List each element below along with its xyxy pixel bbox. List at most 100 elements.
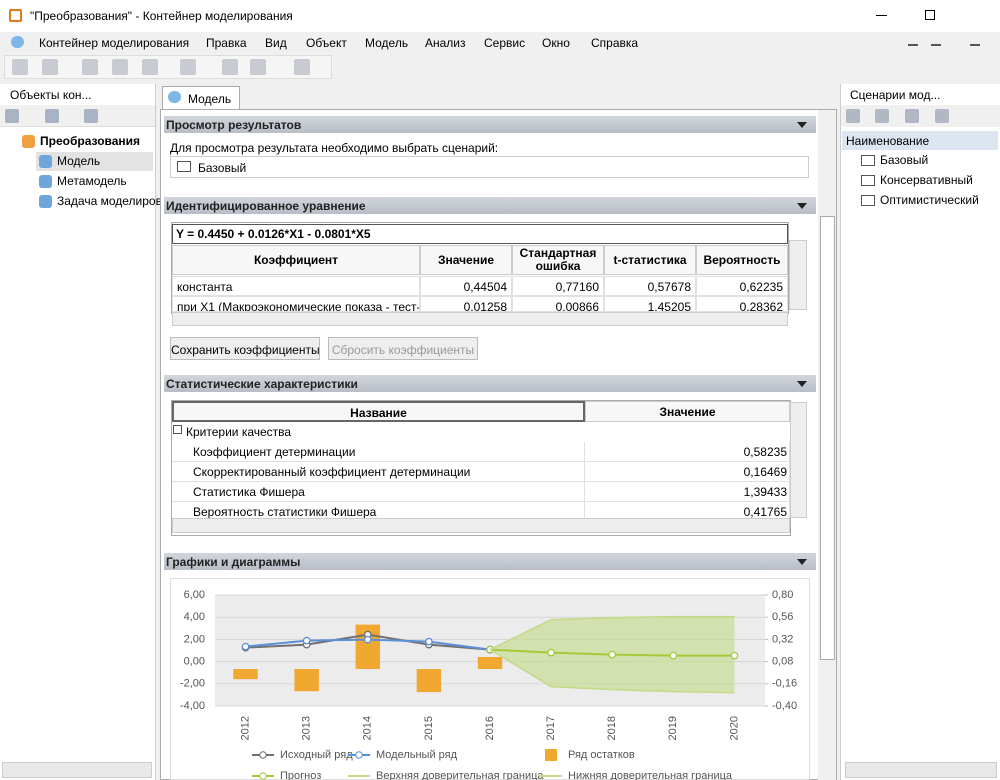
menu-item[interactable]: Объект [306,36,347,50]
toolbar-button[interactable] [250,59,266,75]
x-tick-label: 2014 [362,716,374,740]
y-tick-label: 2,00 [184,633,205,645]
menu-item[interactable]: Вид [265,36,287,50]
column-header: Значение [585,401,790,422]
bar [417,669,441,692]
combobox[interactable] [170,156,809,178]
point [548,649,554,655]
table-cell: Статистика Фишера [172,482,585,502]
y-tick-label: 4,00 [184,611,205,623]
menu-item[interactable]: Модель [365,36,408,50]
column-header: Название [172,401,585,422]
panel-tool[interactable] [846,109,860,123]
minimize-button[interactable] [876,15,887,16]
close-button[interactable] [966,4,986,26]
toolbar-button[interactable] [82,59,98,75]
item-icon [861,155,875,166]
menu-item[interactable]: Справка [591,36,638,50]
hint: Для просмотра результата необходимо выбр… [170,141,498,155]
toolbar-button[interactable] [222,59,238,75]
column-header: Наименование [842,131,998,150]
tree-icon [39,155,52,168]
column-header: Стандартная ошибка [512,245,604,275]
legend-label: Нижняя доверительная граница [568,770,733,780]
x-tick-label: 2020 [728,716,740,740]
menu-item[interactable]: Сервис [484,36,525,50]
mdi-button[interactable] [931,38,941,46]
maximize-button[interactable] [925,10,935,20]
y2-tick-label: -0,16 [772,678,797,690]
point [670,652,676,658]
panel-tool[interactable] [5,109,19,123]
point [426,638,432,644]
formula: Y = 0.4450 + 0.0126*X1 - 0.0801*X5 [176,227,371,241]
tree-item[interactable]: Метамодель [57,174,127,188]
left-panel [0,84,156,780]
column-header: t-статистика [604,245,696,275]
panel-tool[interactable] [935,109,949,123]
x-tick-label: 2016 [484,716,496,740]
app-icon [9,9,22,22]
legend-label: Верхняя доверительная граница [376,770,544,780]
list-item[interactable]: Оптимистический [880,193,979,207]
legend-marker [356,752,362,758]
table-cell: 0,77160 [512,276,604,296]
list-item[interactable]: Базовый [880,153,928,167]
button[interactable]: Сохранить коэффициенты [170,337,320,360]
tree-item[interactable]: Преобразования [40,134,140,148]
x-tick-label: 2019 [667,716,679,740]
table-cell: Скорректированный коэффициент детерминац… [172,462,585,482]
panel-tool[interactable] [905,109,919,123]
x-tick-label: 2017 [545,716,557,740]
section-title: Графики и диаграммы [166,555,300,569]
toolbar-button[interactable] [112,59,128,75]
table-cell: 0,58235 [585,442,790,462]
menu-item[interactable]: Окно [542,36,570,50]
item-icon [861,175,875,186]
legend-swatch [545,749,557,761]
x-tick-label: 2018 [606,716,618,740]
bar [233,669,257,679]
collapse-arrow[interactable] [797,122,807,128]
point [365,636,371,642]
panel-tool[interactable] [84,109,98,123]
tree-icon [39,175,52,188]
column-header: Значение [420,245,512,275]
button[interactable]: Сбросить коэффициенты [328,337,478,360]
toolbar-button[interactable] [180,59,196,75]
panel-tool[interactable] [875,109,889,123]
x-tick-label: 2013 [301,716,313,740]
item-icon [861,195,875,206]
table-cell: 0,00866 [512,296,604,312]
collapse-arrow[interactable] [797,559,807,565]
mdi-button[interactable] [970,38,980,46]
h-scrollbar [172,518,790,533]
combo-value: Базовый [198,161,246,175]
table-cell: 0,57678 [604,276,696,296]
menu-item[interactable]: Контейнер моделирования [39,36,189,50]
bar [294,669,318,691]
panel-tool[interactable] [45,109,59,123]
y-tick-label: -4,00 [180,700,205,712]
tab-icon [168,91,181,103]
list-item[interactable]: Консервативный [880,173,973,187]
menu-item[interactable]: Анализ [425,36,466,50]
toolbar-button[interactable] [42,59,58,75]
tree-item[interactable]: Модель [57,154,100,168]
table-cell: 1,45205 [604,296,696,312]
legend-marker [260,773,266,779]
toolbar-button[interactable] [294,59,310,75]
menu-item[interactable]: Правка [206,36,247,50]
mdi-button[interactable] [908,38,918,46]
tree-icon [22,135,35,148]
legend-marker [260,752,266,758]
collapse-arrow[interactable] [797,381,807,387]
tab-label[interactable]: Модель [188,92,231,106]
toolbar-button[interactable] [12,59,28,75]
menu-icon [11,36,24,48]
toolbar-button[interactable] [142,59,158,75]
collapse-arrow[interactable] [797,203,807,209]
y2-tick-label: -0,40 [772,700,797,712]
tree-item[interactable]: Задача моделиров [57,194,162,208]
